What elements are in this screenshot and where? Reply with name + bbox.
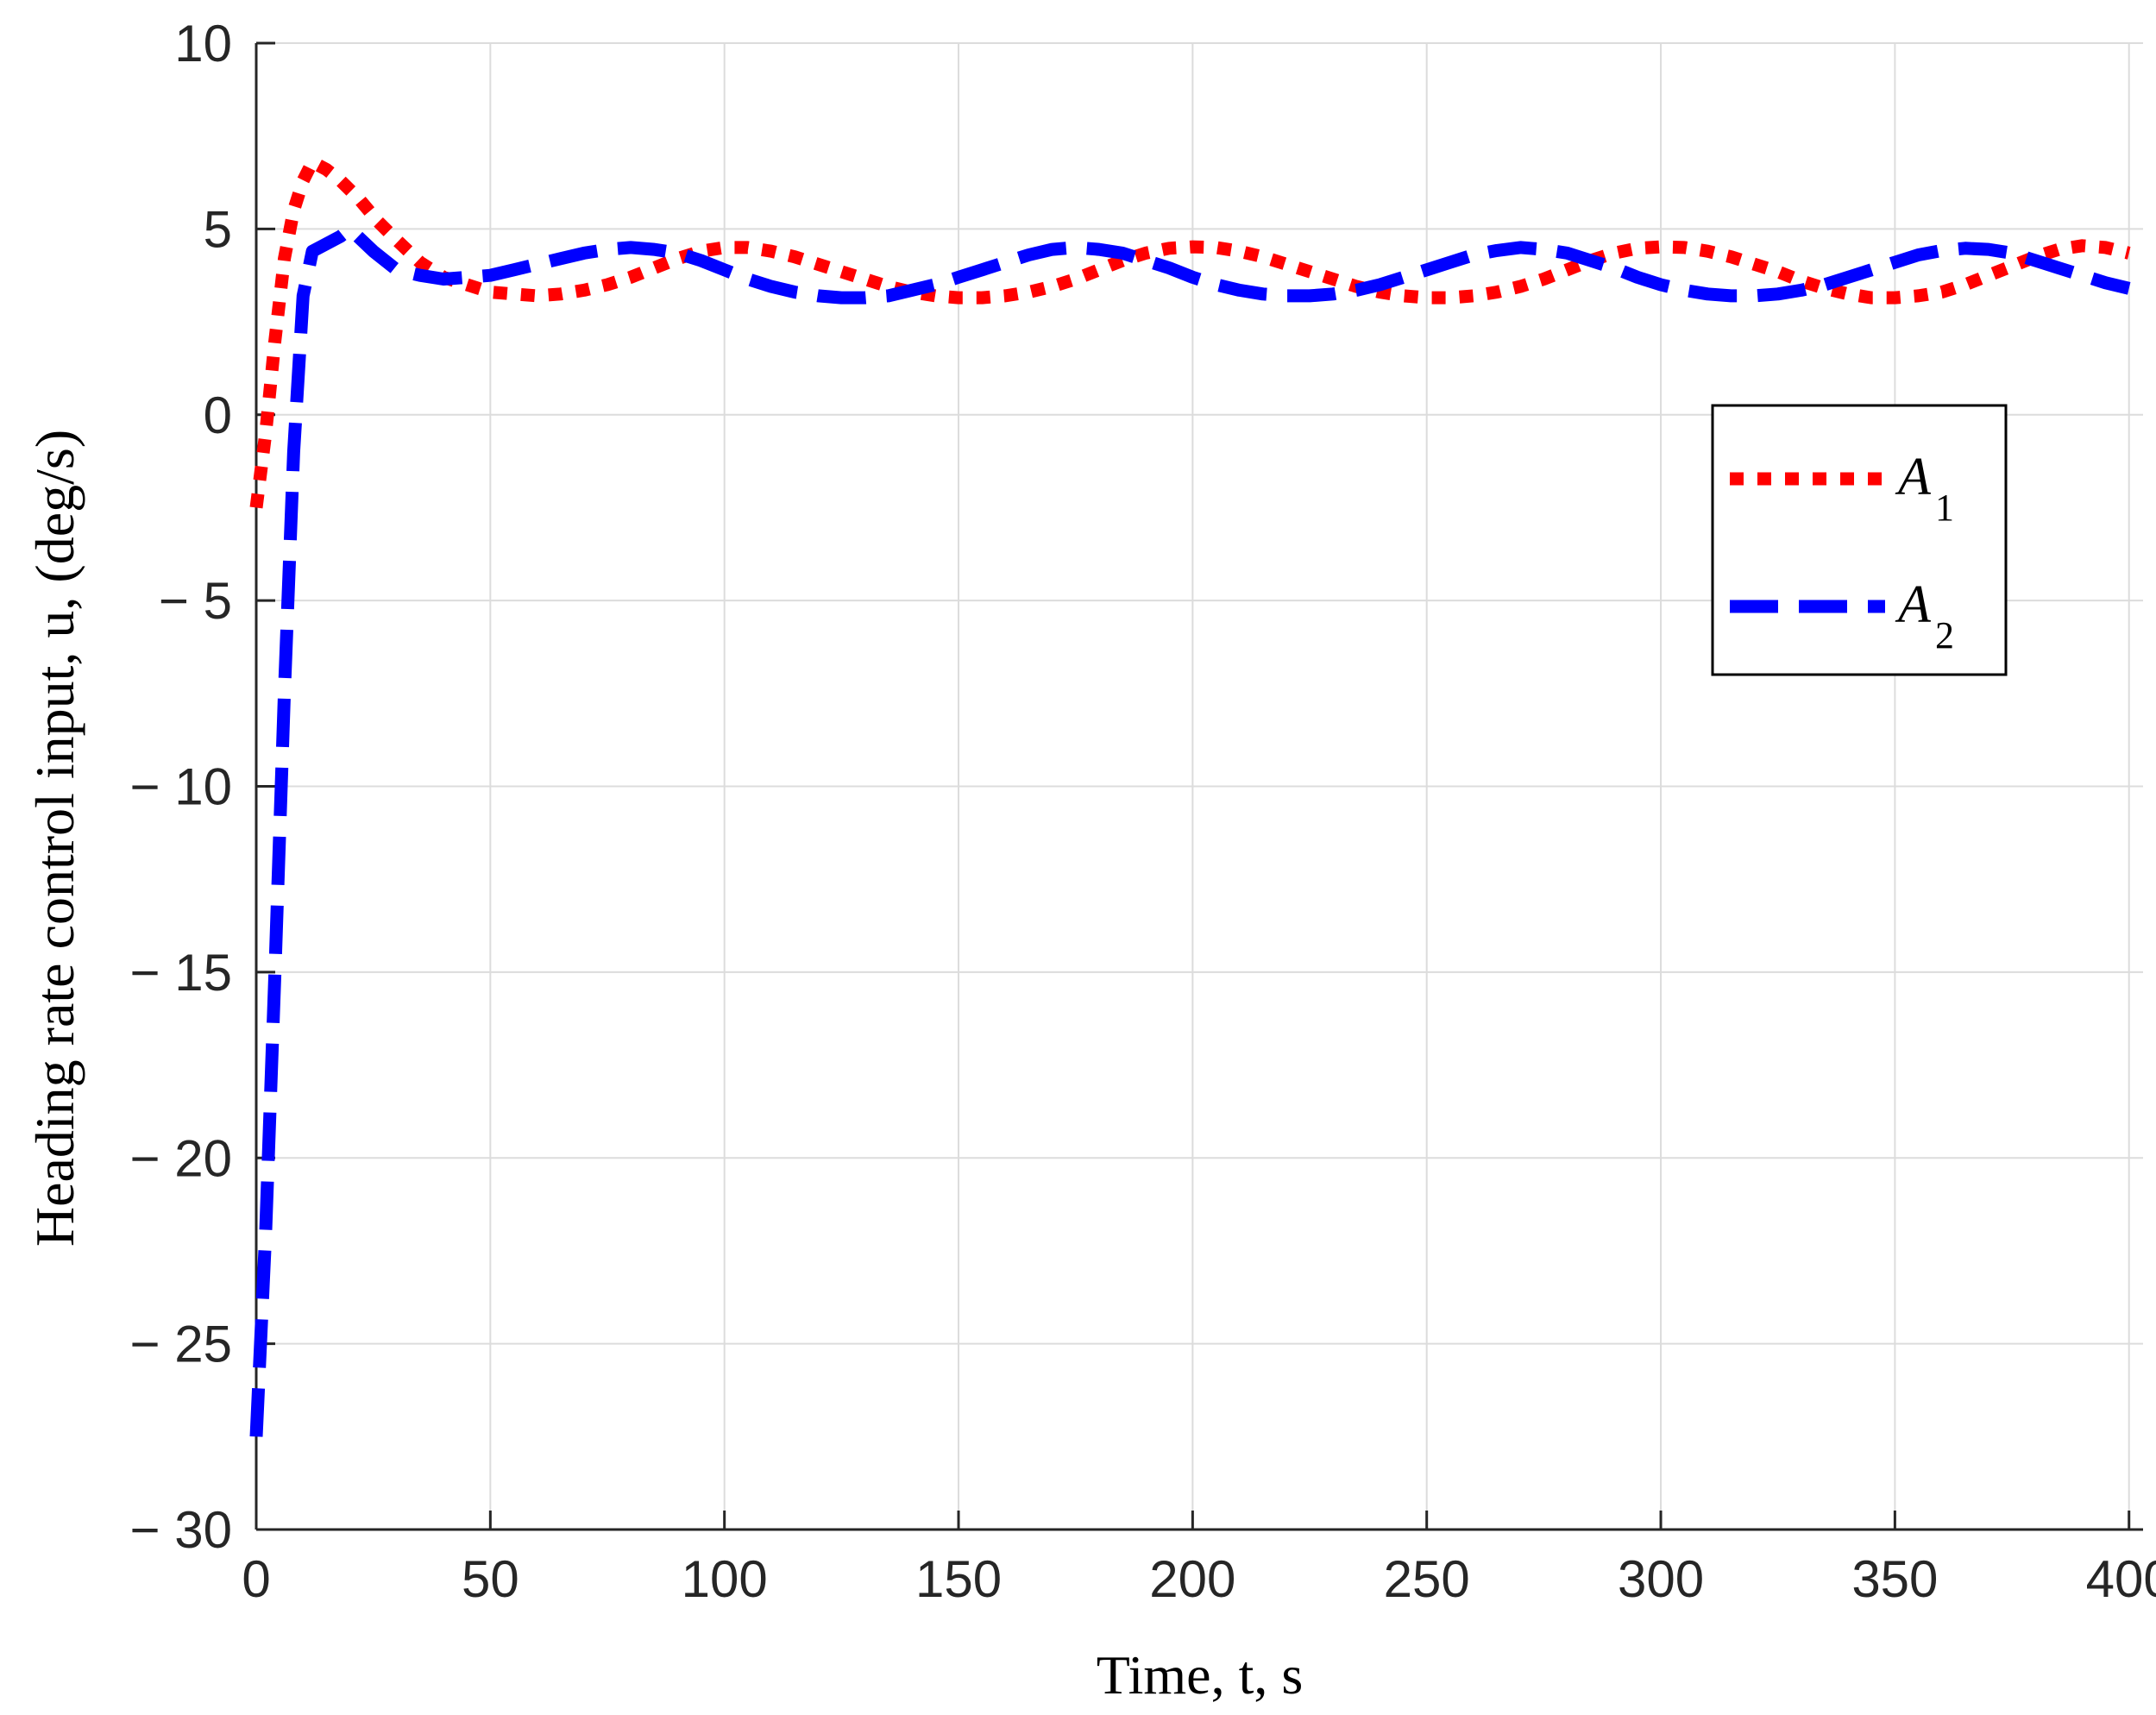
legend-subscript-2: 2 <box>1935 614 1954 656</box>
y-tick-label: 0 <box>204 386 232 444</box>
y-tick-label: − 25 <box>130 1316 232 1373</box>
plot-area <box>249 155 2131 1437</box>
axes: 0501001502002503003504001050− 5− 10− 15−… <box>130 15 2156 1608</box>
legend-label-2: A <box>1895 575 1932 634</box>
legend-label-1: A <box>1895 448 1932 506</box>
x-tick-label: 300 <box>1618 1550 1704 1608</box>
y-tick-label: − 20 <box>130 1129 232 1187</box>
y-tick-label: − 10 <box>130 758 232 816</box>
y-tick-label: − 5 <box>159 572 232 630</box>
legend-box <box>1711 404 2008 676</box>
y-axis-label: Heading rate control input, u, (deg/s) <box>24 430 85 1247</box>
y-tick-label: 10 <box>174 15 232 72</box>
x-tick-label: 0 <box>242 1550 270 1608</box>
y-tick-label: 5 <box>204 200 232 258</box>
series-line-1 <box>249 155 2131 509</box>
legend-subscript-1: 1 <box>1935 487 1954 529</box>
x-tick-label: 150 <box>915 1550 1002 1608</box>
x-axis-label: Time, t, s <box>1097 1644 1304 1706</box>
series-line-2 <box>249 222 2131 1437</box>
x-tick-label: 350 <box>1851 1550 1938 1608</box>
y-tick-label: − 15 <box>130 944 232 1002</box>
x-tick-label: 100 <box>682 1550 768 1608</box>
x-tick-label: 50 <box>462 1550 519 1608</box>
x-tick-label: 400 <box>2086 1550 2156 1608</box>
y-tick-label: − 30 <box>130 1501 232 1559</box>
x-tick-label: 200 <box>1149 1550 1235 1608</box>
x-tick-label: 250 <box>1384 1550 1470 1608</box>
